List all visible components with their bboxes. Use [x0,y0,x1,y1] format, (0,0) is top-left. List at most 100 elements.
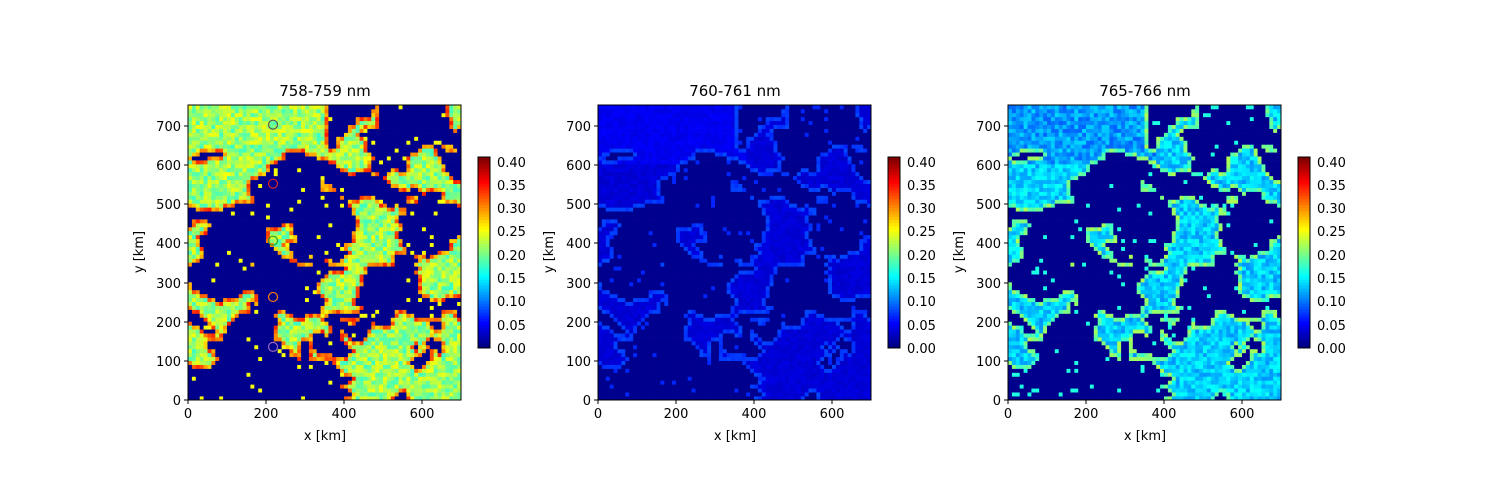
heatmap-cell [336,360,341,365]
heatmap-cell [316,171,321,177]
heatmap-cell [402,297,407,303]
heatmap-cell [449,270,454,275]
heatmap-cell [386,215,392,220]
heatmap-cell [441,341,446,346]
heatmap-cell [188,372,193,377]
heatmap-cell [254,116,259,122]
heatmap-cell [433,376,438,381]
heatmap-cell [234,191,240,196]
heatmap-cell [445,329,450,334]
heatmap-cell [188,266,193,271]
heatmap-cell [406,179,411,185]
heatmap-cell [246,215,251,220]
heatmap-cell [379,230,384,236]
heatmap-cell [199,317,204,322]
heatmap-cell [390,120,396,126]
heatmap-cell [254,167,259,173]
heatmap-cell [344,270,349,275]
heatmap-cell [418,388,423,393]
heatmap-cell [223,132,228,137]
heatmap-cell [258,183,263,188]
heatmap-cell [336,250,341,255]
heatmap-cell [359,337,364,342]
heatmap-cell [242,226,247,232]
heatmap-cell [211,148,216,153]
heatmap-cell [277,337,282,342]
heatmap-cell [227,144,232,149]
heatmap-cell [301,226,306,232]
heatmap-cell [347,285,353,291]
heatmap-cell [316,199,321,204]
heatmap-cell [215,250,220,255]
heatmap-cell [230,344,236,350]
heatmap-cell [379,238,384,244]
heatmap-cell [324,215,329,220]
heatmap-cell [347,388,353,393]
heatmap-cell [336,179,341,185]
heatmap-cell [269,297,275,303]
heatmap-cell [425,341,431,346]
heatmap-cell [355,254,360,259]
heatmap-cell [281,156,286,161]
heatmap-cell [223,388,228,393]
heatmap-cell [347,195,353,200]
heatmap-cell [273,380,279,385]
heatmap-cell [363,258,368,263]
heatmap-cell [367,175,372,181]
heatmap-cell [238,282,243,287]
heatmap-cell [344,226,349,232]
heatmap-cell [394,262,399,267]
heatmap-cell [425,167,431,173]
heatmap-cell [351,352,357,358]
heatmap-cell [375,242,380,247]
heatmap-cell [297,388,302,393]
heatmap-cell [449,238,454,244]
heatmap-cell [269,199,275,204]
heatmap-cell [188,230,193,236]
heatmap-cell [211,136,216,141]
heatmap-cell [379,297,384,303]
heatmap-cell [445,305,450,310]
heatmap-cell [297,183,302,188]
heatmap-cell [203,152,208,157]
heatmap-cell [418,120,423,126]
heatmap-cell [258,238,263,244]
heatmap-cell [355,278,360,283]
heatmap-cell [195,262,201,267]
heatmap-cell [422,238,427,244]
heatmap-cell [324,191,329,196]
heatmap-cell [344,183,349,188]
heatmap-cell [437,215,442,220]
heatmap-cell [445,274,450,279]
heatmap-cell [375,282,380,287]
heatmap-cell [305,282,310,287]
heatmap-cell [398,230,403,236]
heatmap-cell [340,242,345,247]
heatmap-cell [367,164,372,169]
heatmap-cell [433,313,438,318]
heatmap-cell [203,317,208,322]
heatmap-cell [308,183,314,188]
heatmap-cell [414,195,419,200]
heatmap-cell [425,364,431,369]
heatmap-cell [336,211,341,216]
heatmap-cell [281,167,286,173]
heatmap-cell [219,293,224,299]
heatmap-cell [425,376,431,381]
heatmap-cell [242,285,247,291]
heatmap-cell [312,337,318,342]
heatmap-cell [199,144,204,149]
heatmap-cell [390,274,396,279]
heatmap-cell [355,301,360,306]
heatmap-cell [269,278,275,283]
heatmap-cell [188,376,193,381]
heatmap-cell [250,344,255,350]
heatmap-cell [351,124,357,129]
heatmap-cell [254,238,259,244]
heatmap-cell [219,329,224,334]
heatmap-cell [191,140,197,145]
heatmap-cell [363,179,368,185]
heatmap-cell [273,140,279,145]
heatmap-cell [269,372,275,377]
heatmap-cell [289,270,294,275]
